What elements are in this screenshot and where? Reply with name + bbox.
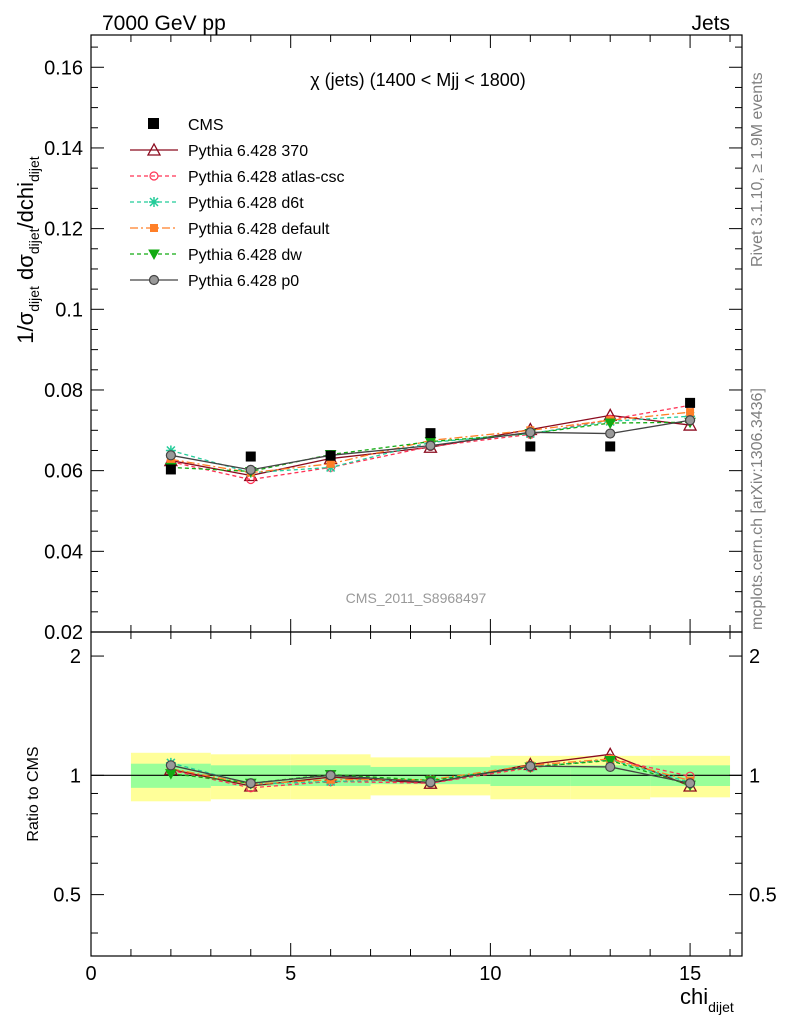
data-point-cms (605, 441, 616, 452)
ratio-y-tick-label-right: 1 (749, 765, 760, 787)
data-point-pythia-6-428-p0 (684, 415, 696, 426)
main-plot-content (163, 397, 698, 485)
ratio-plot-content (91, 746, 742, 802)
main-plot-title: χ (jets) (1400 < Mjj < 1800) (310, 70, 526, 90)
legend-label: Pythia 6.428 default (188, 221, 330, 238)
data-point-pythia-6-428-default (326, 459, 335, 468)
data-point-pythia-6-428-p0-ratio (325, 770, 336, 781)
y-tick-label: 0.12 (44, 219, 83, 241)
data-point-pythia-6-428-dw (604, 418, 617, 430)
y-tick-label: 0.1 (55, 299, 83, 321)
legend-entry-pythia-6-428-default: Pythia 6.428 default (130, 221, 330, 238)
ratio-y-tick-label: 0.5 (53, 885, 81, 907)
legend-marker (146, 142, 162, 156)
series-cms-data (165, 397, 696, 475)
legend-marker (148, 249, 160, 261)
data-point-cms (525, 441, 536, 452)
data-point-pythia-6-428-p0-ratio (425, 777, 436, 788)
legend-label: Pythia 6.428 d6t (188, 195, 304, 212)
ratio-frame (90, 631, 743, 957)
data-point-pythia-6-428-p0 (425, 440, 436, 451)
legend-marker (149, 171, 159, 181)
analysis-label: CMS_2011_S8968497 (346, 590, 487, 606)
ratio-y-tick-label: 1 (70, 765, 81, 787)
data-point-pythia-6-428-p0-ratio (684, 778, 696, 789)
data-point-pythia-6-428-p0-ratio (245, 778, 256, 789)
main-panel: 0.02 0.04 0.06 0.08 0.1 0.12 0.14 0.16 χ (jets)… (13, 34, 743, 644)
legend-label: Pythia 6.428 atlas-csc (188, 169, 345, 186)
data-point-pythia-6-428-p0 (245, 464, 256, 475)
legend-entry-pythia-6-428-370: Pythia 6.428 370 (130, 142, 308, 160)
ratio-y-tick-label-right: 2 (749, 646, 760, 668)
legend-entry-pythia-6-428-dw: Pythia 6.428 dw (130, 247, 302, 264)
x-tick-label: 10 (479, 963, 501, 985)
legend: CMS Pythia 6.428 370 Pythia 6.428 atlas-cs… (130, 117, 345, 290)
data-point-cms (165, 464, 176, 475)
data-point-pythia-6-428-p0-ratio (165, 760, 176, 771)
legend-entry-cms: CMS (148, 117, 224, 134)
data-point-pythia-6-428-p0 (605, 428, 616, 439)
rivet-side-label: Rivet 3.1.10, ≥ 1.9M events (749, 72, 766, 267)
main-y-axis-label: 1/σdijet dσdijet/dchidijet (13, 156, 42, 344)
data-point-pythia-6-428-dw-ratio (604, 756, 617, 767)
header-left-label: 7000 GeV pp (102, 12, 226, 35)
legend-marker (149, 197, 159, 207)
x-tick-label: 15 (679, 963, 701, 985)
legend-label: Pythia 6.428 370 (188, 143, 308, 160)
ratio-y-tick-label-right: 0.5 (749, 885, 777, 907)
legend-label: Pythia 6.428 dw (188, 247, 302, 264)
legend-label: Pythia 6.428 p0 (188, 273, 299, 290)
legend-marker (150, 224, 158, 232)
legend-entry-pythia-6-428-d6t: Pythia 6.428 d6t (130, 195, 304, 212)
y-tick-label: 0.04 (44, 541, 83, 563)
legend-entry-pythia-6-428-atlas-csc: Pythia 6.428 atlas-csc (130, 169, 345, 186)
ratio-panel: 0.5 0.5 1 1 2 2 0 5 10 15 Ratio to CMS chidijet (25, 631, 777, 1015)
data-point-cms (685, 397, 696, 408)
data-point-pythia-6-428-p0 (165, 450, 176, 461)
header-right-label: Jets (691, 12, 730, 35)
legend-entry-pythia-6-428-p0: Pythia 6.428 p0 (130, 273, 299, 290)
ratio-y-tick-label: 2 (70, 646, 81, 668)
data-point-pythia-6-428-p0-ratio (605, 761, 616, 773)
legend-label: CMS (188, 117, 224, 134)
data-point-pythia-6-428-370 (682, 417, 698, 431)
data-point-cms (325, 450, 336, 461)
y-tick-label: 0.16 (44, 57, 83, 79)
series-pythia-6-428-p0 (165, 415, 696, 475)
y-tick-label: 0.14 (44, 138, 83, 160)
data-point-cms (425, 428, 436, 439)
series-pythia-6-428-p0-ratio (165, 760, 696, 789)
y-tick-label: 0.02 (44, 622, 83, 644)
ratio-axes: 0.5 0.5 1 1 2 2 0 5 10 15 (53, 632, 777, 985)
data-point-pythia-6-428-p0 (525, 427, 536, 438)
ratio-y-axis-label: Ratio to CMS (25, 746, 42, 841)
data-point-cms (245, 451, 256, 462)
legend-marker (148, 274, 160, 286)
mcplots-side-label: mcplots.cern.ch [arXiv:1306.3436] (749, 388, 766, 630)
legend-marker (148, 118, 159, 129)
x-tick-label: 5 (285, 963, 296, 985)
x-tick-label: 0 (85, 963, 96, 985)
y-tick-label: 0.06 (44, 461, 83, 483)
x-axis-label: chidijet (680, 984, 734, 1015)
data-point-pythia-6-428-p0-ratio (525, 761, 536, 772)
data-point-pythia-6-428-default (686, 408, 695, 417)
y-tick-label: 0.08 (44, 380, 83, 402)
